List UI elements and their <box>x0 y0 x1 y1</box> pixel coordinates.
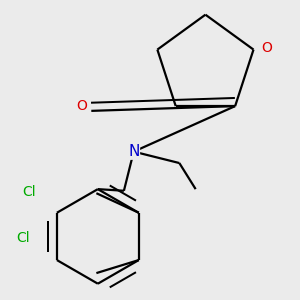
Text: O: O <box>76 99 87 113</box>
Text: Cl: Cl <box>16 231 30 245</box>
Text: Cl: Cl <box>22 185 36 200</box>
Text: O: O <box>261 41 272 55</box>
Text: N: N <box>128 144 140 159</box>
